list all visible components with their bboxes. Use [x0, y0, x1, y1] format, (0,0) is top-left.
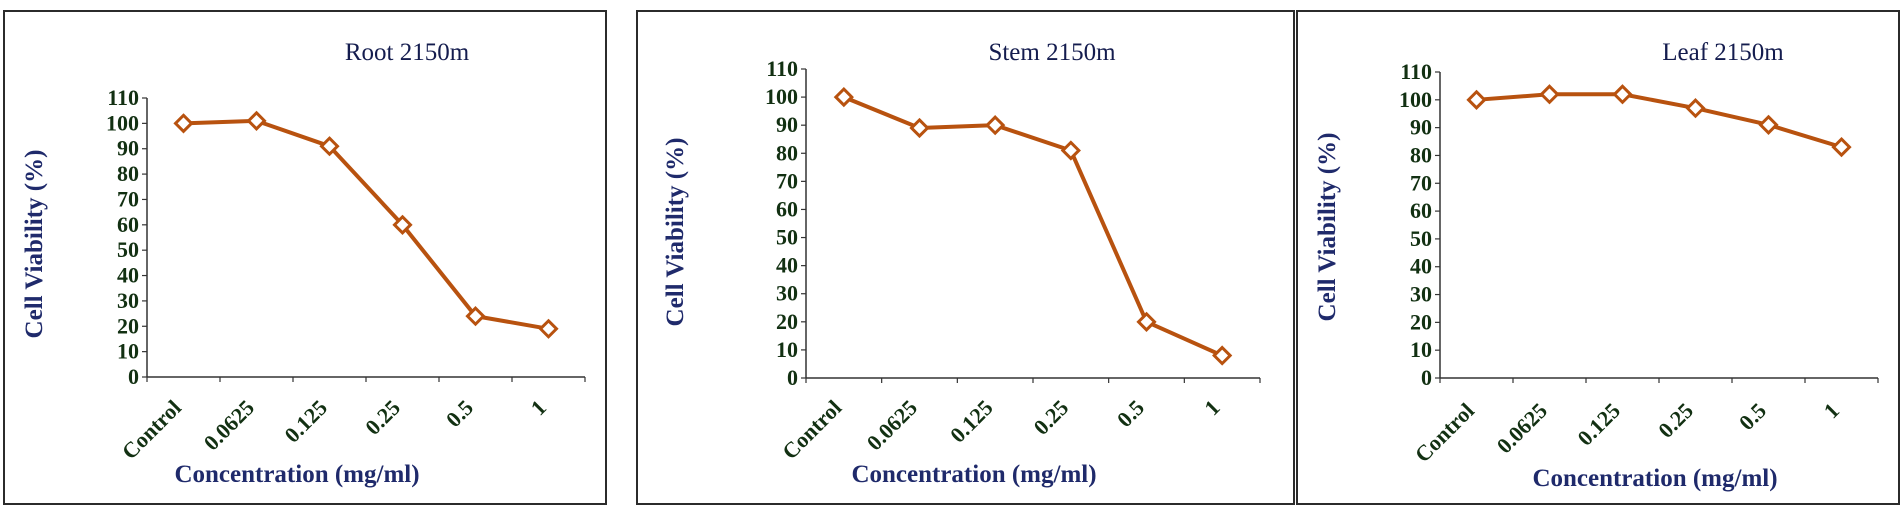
x-tick-label: 0.5 — [1734, 398, 1771, 435]
y-tick-label: 80 — [1410, 142, 1432, 167]
data-point-marker — [538, 318, 559, 339]
chart-panel-leaf: 0 10 20 30 40 50 60 70 80 90 100 110 Control 0.0625 0.… — [1296, 10, 1900, 505]
y-tick-label: 40 — [117, 263, 139, 288]
x-tick-label: 0.125 — [1572, 398, 1625, 451]
y-tick-label: 60 — [1410, 198, 1432, 223]
y-tick-label: 50 — [776, 225, 798, 250]
y-tick-label: 0 — [787, 365, 798, 390]
y-tick-label: 30 — [117, 288, 139, 313]
data-point-marker — [1612, 84, 1633, 105]
data-point-marker — [1136, 311, 1157, 332]
data-point-marker — [833, 86, 854, 108]
x-tick-label: Control — [117, 395, 186, 464]
y-tick-label: 30 — [776, 281, 798, 306]
x-tick-label: Control — [777, 395, 846, 464]
chart-svg-stem: 0 10 20 30 40 50 60 70 80 90 100 110 Control 0.0625 0.… — [662, 39, 1261, 488]
y-tick-label: 100 — [106, 110, 139, 135]
data-point-marker — [985, 115, 1006, 136]
y-tick-label: 70 — [776, 168, 798, 193]
data-point-marker — [1212, 345, 1233, 366]
y-tick-label: 50 — [1410, 226, 1432, 251]
x-tick-label: 0.5 — [1112, 395, 1149, 432]
y-axis-title: Cell Viability (%) — [662, 138, 689, 327]
y-tick-label: 10 — [117, 339, 139, 364]
y-tick-label: 80 — [776, 140, 798, 165]
x-axis-title: Concentration (mg/ml) — [851, 461, 1096, 488]
x-tick-label: 0.5 — [441, 395, 478, 432]
chart-title: Root 2150m — [345, 39, 470, 66]
y-tick-label: 20 — [117, 313, 139, 338]
y-tick-label: 10 — [1410, 337, 1432, 362]
y-tick-label: 100 — [1399, 87, 1432, 112]
y-tick-label: 20 — [776, 309, 798, 334]
x-tick-label: 0.0625 — [862, 395, 922, 455]
data-point-marker — [392, 214, 413, 235]
x-tick-label: 0.25 — [360, 395, 405, 440]
x-tick-label: 1 — [1199, 395, 1224, 420]
x-tick-label: 1 — [1819, 398, 1844, 423]
data-point-marker — [1831, 136, 1852, 158]
data-point-marker — [909, 117, 930, 139]
chart-title: Leaf 2150m — [1662, 39, 1784, 66]
x-tick-label: 0.25 — [1653, 398, 1698, 443]
y-tick-label: 80 — [117, 161, 139, 186]
y-tick-label: 60 — [117, 212, 139, 237]
y-tick-label: 0 — [1421, 365, 1432, 390]
data-point-marker — [465, 306, 486, 327]
series-line — [1476, 92, 1843, 150]
series-line — [183, 118, 549, 331]
x-tick-label: 0.125 — [945, 395, 998, 448]
y-tick-label: 60 — [776, 196, 798, 221]
y-tick-label: 110 — [1400, 59, 1432, 84]
y-tick-label: 30 — [1410, 282, 1432, 307]
data-point-marker — [1685, 98, 1706, 119]
x-tick-label: 0.125 — [279, 395, 332, 448]
data-point-marker — [319, 136, 340, 157]
y-tick-label: 0 — [128, 364, 139, 389]
y-axis-title: Cell Viability (%) — [21, 150, 48, 339]
y-tick-label: 110 — [766, 56, 798, 81]
data-point-marker — [1539, 84, 1560, 105]
x-tick-label: 1 — [526, 395, 551, 420]
data-point-marker — [246, 110, 267, 131]
x-axis-title: Concentration (mg/ml) — [174, 461, 419, 488]
data-point-marker — [1758, 114, 1779, 135]
y-axis-title: Cell Viability (%) — [1314, 133, 1341, 322]
y-tick-label: 70 — [117, 186, 139, 211]
y-tick-label: 40 — [1410, 254, 1432, 279]
data-point-marker — [1466, 89, 1487, 110]
x-tick-label: 0.25 — [1028, 395, 1073, 440]
y-tick-label: 110 — [107, 85, 139, 110]
x-tick-label: Control — [1410, 398, 1479, 467]
x-tick-label: 0.0625 — [199, 395, 259, 455]
y-tick-label: 90 — [1410, 115, 1432, 140]
y-tick-label: 20 — [1410, 309, 1432, 334]
y-tick-label: 70 — [1410, 170, 1432, 195]
x-axis-title: Concentration (mg/ml) — [1532, 465, 1777, 492]
y-tick-label: 50 — [117, 237, 139, 262]
y-tick-label: 10 — [776, 337, 798, 362]
data-point-marker — [173, 113, 194, 134]
y-tick-label: 40 — [776, 253, 798, 278]
y-tick-label: 90 — [117, 136, 139, 161]
series-line — [843, 95, 1223, 358]
x-tick-label: 0.0625 — [1492, 398, 1552, 458]
chart-panel-root: 0 10 20 30 40 50 60 70 80 90 100 110 Control 0.0625 0.… — [3, 10, 607, 505]
y-tick-label: 100 — [765, 84, 798, 109]
chart-panel-stem: 0 10 20 30 40 50 60 70 80 90 100 110 Control 0.0625 0.… — [636, 10, 1295, 505]
chart-title: Stem 2150m — [988, 39, 1116, 66]
data-point-marker — [1060, 140, 1081, 161]
y-tick-label: 90 — [776, 112, 798, 137]
